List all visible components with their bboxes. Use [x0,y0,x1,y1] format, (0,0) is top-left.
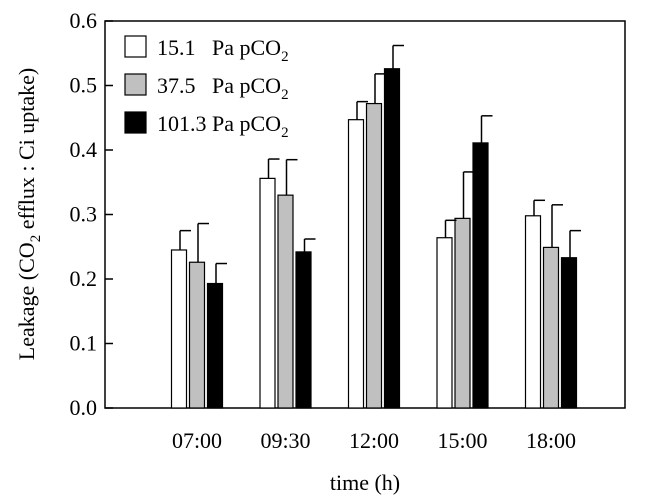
y-tick-label: 0.6 [70,8,98,33]
x-tick-label: 07:00 [172,428,222,453]
bar [277,194,294,409]
bar [454,217,471,409]
bar [259,177,276,409]
y-tick-label: 0.5 [70,73,98,98]
y-axis: 0.0 0.1 0.2 0.3 0.4 0.5 0.6 [70,8,113,420]
bar [170,249,188,409]
y-tick-label: 0.1 [70,331,98,356]
bar [542,246,560,409]
legend-label: 37.5 Pa pCO2 [157,73,289,103]
y-axis-title: Leakage (CO2 efflux : Ci uptake) [14,68,44,360]
bar [365,102,383,409]
bar [436,237,453,409]
legend-label: 15.1 Pa pCO2 [157,35,289,65]
x-tick-label: 15:00 [437,428,487,453]
bar [347,119,365,409]
bar [383,68,401,409]
bar [295,251,312,409]
bar [524,215,542,409]
x-tick-label: 12:00 [349,428,399,453]
bar [206,282,224,409]
legend-swatch [124,73,147,96]
error-bars [179,44,581,284]
legend-swatch [124,35,147,58]
legend: 15.1 Pa pCO2 37.5 Pa pCO2 101.3 Pa pCO2 [124,35,289,141]
bar [560,257,578,409]
bars [170,68,578,409]
y-tick-label: 0.0 [70,395,98,420]
bar [188,261,206,409]
x-tick-label: 18:00 [526,428,576,453]
legend-label: 101.3 Pa pCO2 [157,111,289,141]
x-tick-label: 09:30 [260,428,310,453]
y-tick-label: 0.4 [70,137,98,162]
x-axis-title: time (h) [330,470,400,495]
y-tick-label: 0.3 [70,202,98,227]
y-tick-label: 0.2 [70,266,98,291]
legend-swatch [124,111,147,134]
bar [472,142,489,409]
